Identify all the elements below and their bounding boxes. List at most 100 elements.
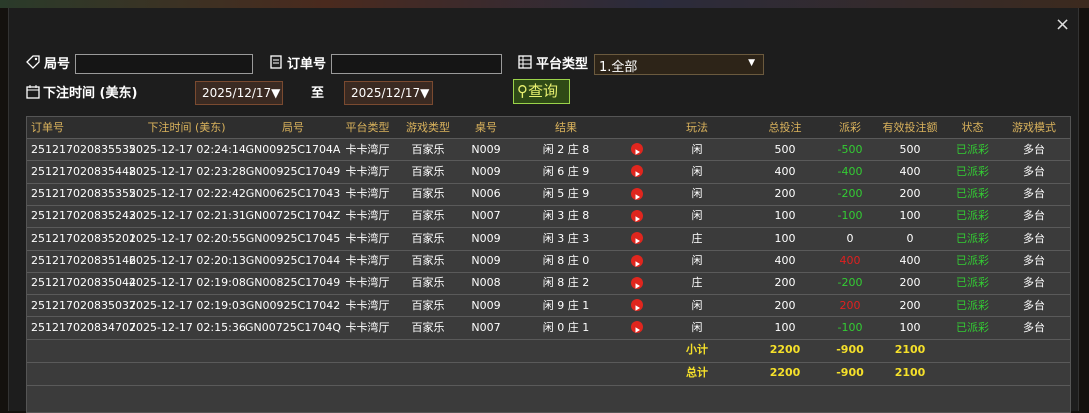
search-button[interactable]: ⚲查询 bbox=[513, 79, 570, 104]
table-cell: 已派彩 bbox=[956, 254, 989, 267]
table-cell: 闲 bbox=[691, 164, 703, 178]
column-header: 下注时间 (美东) bbox=[147, 121, 226, 134]
summary-value: 2200 bbox=[769, 343, 801, 357]
replay-icon[interactable] bbox=[631, 165, 643, 178]
table-cell: 多台 bbox=[1023, 320, 1045, 334]
table-cell: 多台 bbox=[1023, 254, 1045, 267]
table-cell: 闲 3 庄 8 bbox=[542, 209, 590, 223]
platform-select[interactable]: 1.全部 ▼ bbox=[594, 54, 764, 75]
table-cell: 闲 9 庄 1 bbox=[542, 298, 590, 312]
order-label: 订单号 bbox=[287, 57, 327, 72]
table-cell: 已派彩 bbox=[956, 231, 989, 245]
table-cell: 2025-12-17 02:15:36 bbox=[129, 320, 246, 334]
table-cell: GN00925C17042 bbox=[245, 298, 341, 312]
round-input[interactable] bbox=[75, 54, 253, 74]
summary-label: 小计 bbox=[686, 343, 708, 357]
row-divider bbox=[27, 227, 1070, 229]
table-cell: 251217020835535 bbox=[31, 142, 136, 156]
table-cell: 多台 bbox=[1023, 209, 1045, 223]
order-icon bbox=[270, 55, 282, 69]
table-cell: 多台 bbox=[1023, 276, 1045, 290]
table-cell: 251217020834707 bbox=[31, 320, 136, 334]
row-divider bbox=[27, 338, 1070, 340]
date-from-text: 2025/12/17 bbox=[202, 86, 272, 100]
replay-icon[interactable] bbox=[631, 187, 643, 200]
table-cell: 百家乐 bbox=[411, 187, 445, 201]
platform-value: 1.全部 bbox=[599, 60, 638, 75]
replay-icon[interactable] bbox=[631, 209, 643, 222]
table-cell: 百家乐 bbox=[411, 276, 445, 290]
table-cell: 已派彩 bbox=[956, 142, 989, 156]
table-cell: 0 bbox=[846, 231, 854, 245]
replay-icon[interactable] bbox=[631, 321, 643, 334]
table-cell: 200 bbox=[899, 187, 921, 201]
table-cell: 闲 bbox=[691, 254, 703, 267]
table-cell: 百家乐 bbox=[411, 320, 445, 334]
table-cell: 2025-12-17 02:19:03 bbox=[129, 298, 246, 312]
table-cell: 百家乐 bbox=[411, 164, 445, 178]
table-cell: 100 bbox=[774, 209, 796, 223]
replay-icon[interactable] bbox=[631, 232, 643, 245]
table-cell: 闲 6 庄 9 bbox=[542, 164, 590, 178]
row-divider bbox=[27, 138, 1070, 139]
table-cell: 200 bbox=[899, 276, 921, 290]
play-glyph bbox=[635, 149, 640, 155]
table-cell: 200 bbox=[774, 276, 796, 290]
table-cell: 500 bbox=[774, 142, 796, 156]
replay-icon[interactable] bbox=[631, 143, 643, 155]
date-to[interactable]: 2025/12/17▼ bbox=[344, 81, 433, 105]
table-cell: -400 bbox=[837, 164, 863, 178]
table-cell: 2025-12-17 02:22:42 bbox=[129, 187, 246, 201]
replay-icon[interactable] bbox=[631, 299, 643, 312]
replay-icon[interactable] bbox=[631, 276, 643, 289]
table-cell: 200 bbox=[839, 298, 861, 312]
table-cell: 400 bbox=[774, 164, 796, 178]
table-cell: 百家乐 bbox=[411, 209, 445, 223]
table-cell: 100 bbox=[899, 320, 921, 334]
table-cell: 闲 2 庄 8 bbox=[542, 142, 590, 156]
round-label: 局号 bbox=[44, 57, 71, 72]
time-label: 下注时间 (美东) bbox=[43, 86, 138, 101]
table-cell: 闲 bbox=[691, 209, 703, 223]
table-cell: 0 bbox=[906, 231, 914, 245]
table-cell: 已派彩 bbox=[956, 320, 989, 334]
table-cell: 200 bbox=[774, 187, 796, 201]
table-cell: N009 bbox=[471, 231, 501, 245]
column-header: 游戏模式 bbox=[1012, 121, 1056, 134]
table-cell: 庄 bbox=[691, 276, 703, 290]
column-header: 有效投注额 bbox=[882, 121, 938, 134]
table-cell: N006 bbox=[471, 187, 501, 201]
table-cell: 卡卡湾厅 bbox=[345, 142, 390, 156]
date-from[interactable]: 2025/12/17▼ bbox=[195, 81, 283, 105]
column-header: 平台类型 bbox=[345, 121, 390, 134]
row-divider bbox=[27, 204, 1070, 206]
close-button[interactable]: × bbox=[1055, 14, 1071, 35]
table-cell: 100 bbox=[774, 320, 796, 334]
summary-value: -900 bbox=[836, 366, 864, 380]
table-cell: 百家乐 bbox=[411, 298, 445, 312]
play-glyph bbox=[635, 327, 640, 334]
table-cell: 2025-12-17 02:24:14 bbox=[129, 142, 246, 156]
table-cell: 已派彩 bbox=[956, 298, 989, 312]
table-cell: 已派彩 bbox=[956, 276, 989, 290]
replay-icon[interactable] bbox=[631, 254, 643, 267]
table-cell: 闲 3 庄 3 bbox=[542, 231, 590, 245]
platform-label: 平台类型 bbox=[536, 57, 589, 72]
table-cell: GN00925C17044 bbox=[245, 254, 341, 267]
to-label: 至 bbox=[311, 86, 325, 101]
play-glyph bbox=[635, 193, 640, 200]
table-cell: GN00725C1704Z bbox=[245, 209, 341, 223]
order-input[interactable] bbox=[331, 54, 502, 74]
play-glyph bbox=[635, 260, 640, 267]
play-glyph bbox=[635, 171, 640, 178]
summary-value: 2200 bbox=[769, 366, 801, 380]
row-divider bbox=[27, 361, 1070, 363]
table-cell: 2025-12-17 02:23:28 bbox=[129, 164, 246, 178]
table-cell: N009 bbox=[471, 254, 501, 267]
summary-value: 2100 bbox=[894, 366, 926, 380]
column-header: 派彩 bbox=[839, 121, 861, 134]
table-cell: 251217020835243 bbox=[31, 209, 136, 223]
table-cell: 251217020835448 bbox=[31, 164, 136, 178]
table-cell: -100 bbox=[837, 209, 863, 223]
table-cell: -200 bbox=[837, 187, 863, 201]
